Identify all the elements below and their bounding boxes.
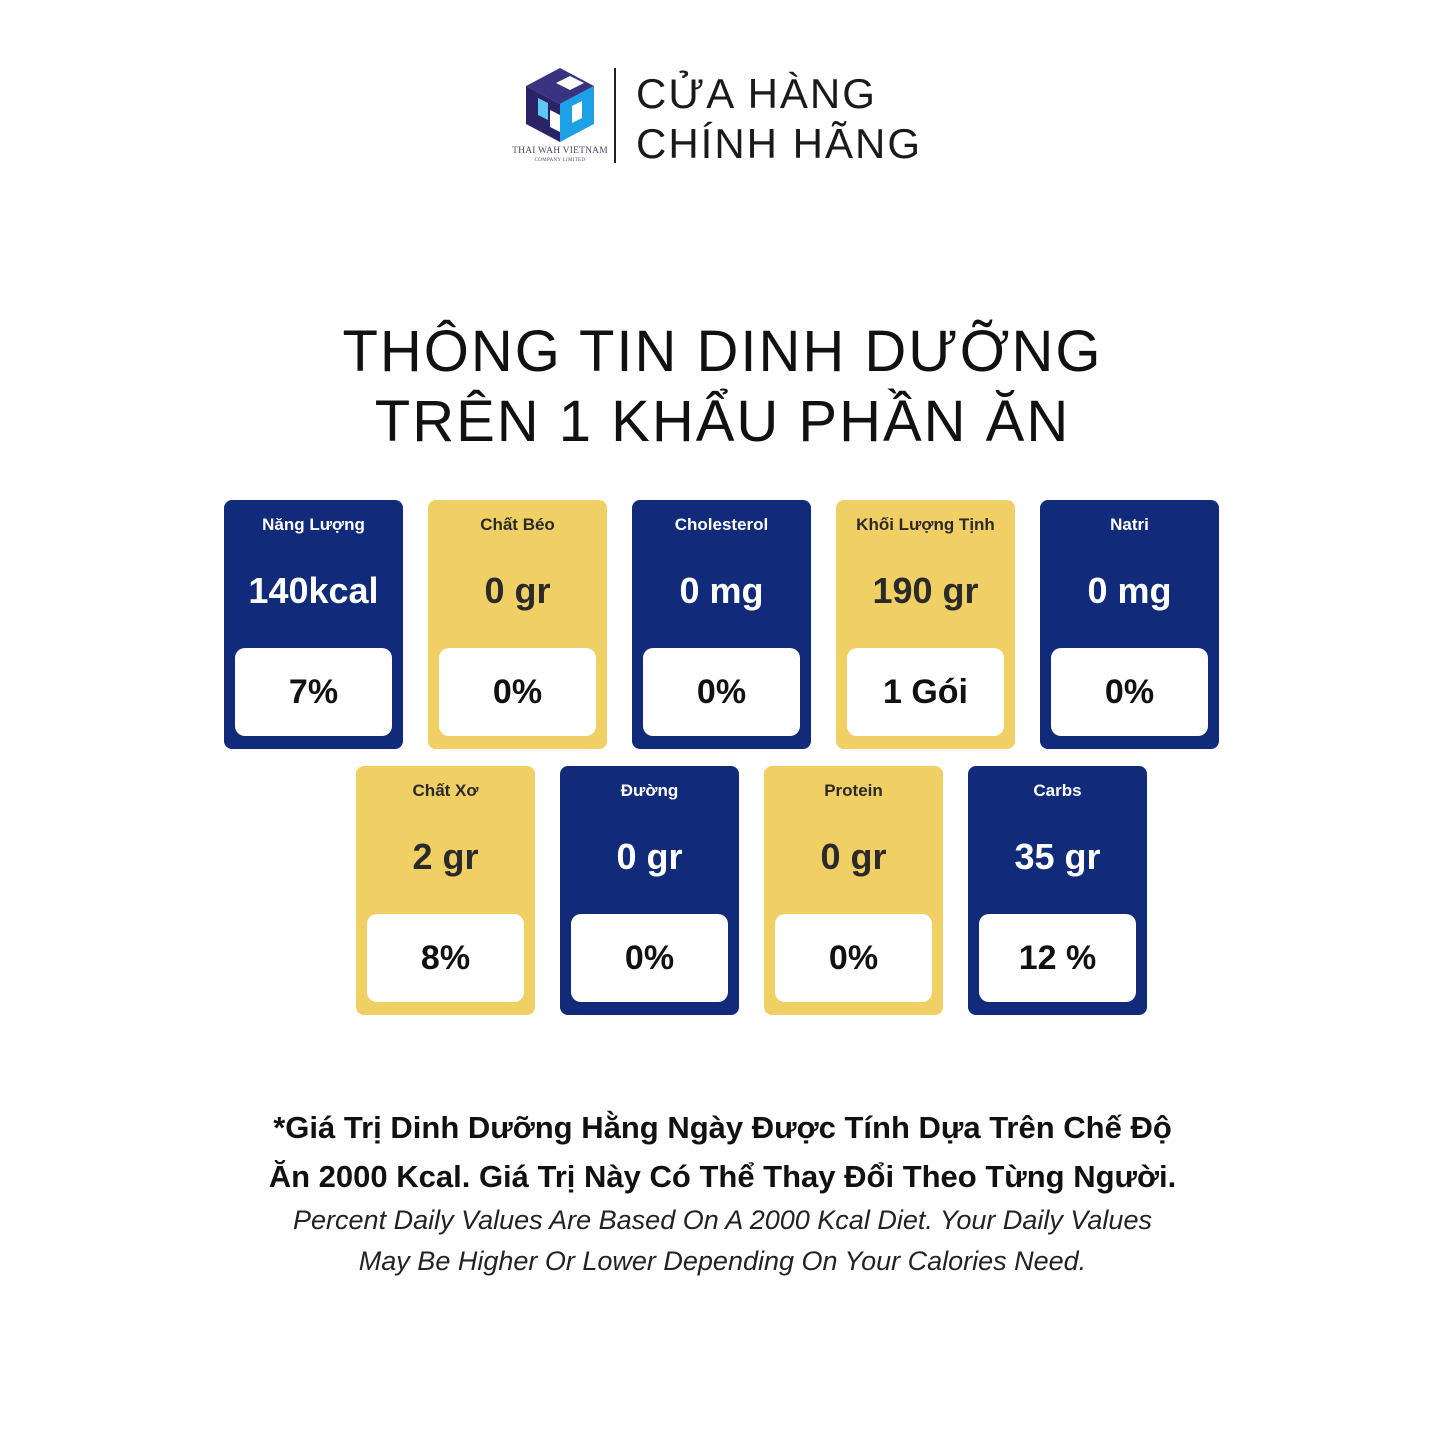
nutrient-percent: 0% (571, 914, 728, 1002)
nutrient-label: Chất Béo (480, 515, 555, 534)
nutrient-value: 0 mg (679, 570, 764, 611)
nutrient-card: Khối Lượng Tịnh 190 gr 1 Gói (836, 500, 1015, 749)
nutrient-label: Chất Xơ (412, 781, 479, 800)
nutrient-card: Cholesterol 0 mg 0% (632, 500, 811, 749)
nutrient-value: 2 gr (412, 836, 479, 877)
company-type: COMPANY LIMITED (534, 158, 586, 163)
nutrient-percent: 0% (643, 648, 800, 736)
nutrient-percent: 0% (1051, 648, 1208, 736)
nutrient-card: Protein 0 gr 0% (764, 766, 943, 1015)
nutrient-label: Cholesterol (674, 515, 769, 534)
nutrient-percent: 0% (775, 914, 932, 1002)
brand-logo: THAI WAH VIETNAM COMPANY LIMITED (512, 66, 608, 166)
nutrient-label: Đường (620, 781, 679, 800)
company-name: THAI WAH VIETNAM (512, 146, 608, 156)
nutrient-value: 190 gr (872, 570, 979, 611)
footnote-en-line1: Percent Daily Values Are Based On A 2000… (293, 1205, 1152, 1235)
nutrient-value: 140kcal (248, 570, 379, 611)
nutrient-percent: 7% (235, 648, 392, 736)
nutrient-percent: 12 % (979, 914, 1136, 1002)
nutrient-card: Đường 0 gr 0% (560, 766, 739, 1015)
header: THAI WAH VIETNAM COMPANY LIMITED CỬA HÀN… (0, 62, 1445, 172)
nutrient-percent: 1 Gói (847, 648, 1004, 736)
nutrient-value: 35 gr (1014, 836, 1101, 877)
footnote-vi-line1: *Giá Trị Dinh Dưỡng Hằng Ngày Được Tính … (273, 1110, 1172, 1145)
nutrient-card: Natri 0 mg 0% (1040, 500, 1219, 749)
nutrient-value: 0 gr (820, 836, 887, 877)
nutrient-card: Chất Xơ 2 gr 8% (356, 766, 535, 1015)
store-label-line1: CỬA HÀNG (636, 70, 877, 117)
nutrient-label: Protein (824, 781, 883, 800)
header-divider (614, 68, 616, 163)
nutrient-card: Carbs 35 gr 12 % (968, 766, 1147, 1015)
nutrient-label: Khối Lượng Tịnh (856, 515, 995, 534)
nutrient-label: Carbs (1033, 781, 1082, 800)
nutrient-percent: 0% (439, 648, 596, 736)
nutrient-percent: 8% (367, 914, 524, 1002)
nutrient-value: 0 gr (616, 836, 683, 877)
nutrient-value: 0 gr (484, 570, 551, 611)
nutrient-label: Natri (1110, 515, 1149, 534)
nutrient-value: 0 mg (1087, 570, 1172, 611)
page-title-line2: TRÊN 1 KHẨU PHẦN ĂN (374, 389, 1071, 454)
cube-logo-icon (526, 68, 594, 142)
page-title-line1: THÔNG TIN DINH DƯỠNG (342, 319, 1103, 384)
nutrient-card: Chất Béo 0 gr 0% (428, 500, 607, 749)
footnote-vi-line2: Ăn 2000 Kcal. Giá Trị Này Có Thể Thay Đổ… (268, 1159, 1177, 1194)
store-label-line2: CHÍNH HÃNG (636, 120, 923, 167)
footnote-en-line2: May Be Higher Or Lower Depending On Your… (358, 1246, 1087, 1276)
nutrient-card: Năng Lượng 140kcal 7% (224, 500, 403, 749)
nutrient-label: Năng Lượng (262, 515, 365, 534)
